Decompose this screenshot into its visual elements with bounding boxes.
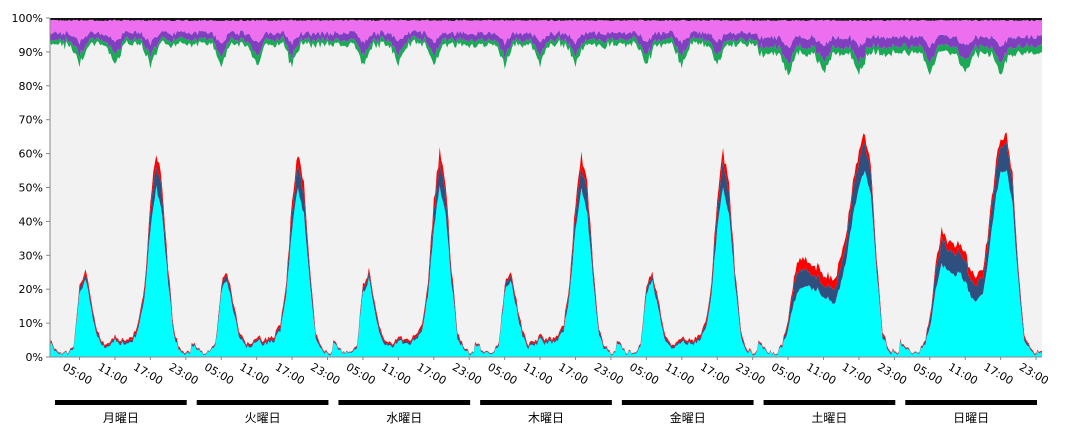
day-label: 金曜日	[670, 410, 706, 425]
x-tick-label: 17:00	[415, 360, 449, 387]
series-green-area	[50, 35, 1042, 76]
day-label: 木曜日	[528, 411, 564, 425]
y-tick-label: 10%	[19, 317, 43, 330]
x-tick-label: 11:00	[96, 360, 130, 387]
day-group-bar	[338, 400, 471, 405]
x-tick-label: 11:00	[237, 360, 271, 387]
series-gray-area	[50, 18, 1042, 357]
x-tick-label: 23:00	[733, 360, 767, 387]
series-magenta-area	[50, 19, 1042, 49]
x-tick-label: 23:00	[450, 360, 484, 387]
x-tick-label: 05:00	[911, 360, 945, 387]
day-label: 日曜日	[953, 411, 989, 425]
y-tick-label: 100%	[12, 12, 43, 25]
y-tick-label: 30%	[19, 249, 43, 262]
x-tick-label: 23:00	[592, 360, 626, 387]
x-tick-label: 05:00	[485, 360, 519, 387]
day-group-bar	[621, 400, 754, 405]
x-tick-label: 05:00	[202, 360, 236, 387]
x-tick-label: 05:00	[60, 360, 94, 387]
x-tick-label: 11:00	[379, 360, 413, 387]
y-tick-label: 20%	[19, 283, 43, 296]
day-group-bar	[905, 400, 1037, 405]
y-tick-label: 40%	[19, 215, 43, 228]
x-tick-label: 23:00	[308, 360, 342, 387]
x-tick-label: 23:00	[1017, 360, 1051, 387]
x-tick-label: 17:00	[981, 360, 1015, 387]
y-tick-label: 90%	[19, 46, 43, 59]
x-tick-label: 05:00	[627, 360, 661, 387]
x-tick-label: 17:00	[131, 360, 165, 387]
day-group-bar	[480, 400, 612, 405]
day-label: 土曜日	[811, 411, 847, 425]
axes	[46, 17, 1042, 405]
x-tick-label: 05:00	[344, 360, 378, 387]
series-black-area	[50, 18, 1042, 21]
x-tick-label: 11:00	[804, 360, 838, 387]
y-tick-label: 50%	[19, 182, 43, 195]
day-group-bar	[55, 400, 187, 405]
x-tick-label: 17:00	[556, 360, 590, 387]
x-tick-label: 11:00	[521, 360, 555, 387]
plot-area	[50, 18, 1042, 357]
x-tick-label: 05:00	[769, 360, 803, 387]
y-tick-label: 0%	[26, 351, 43, 364]
x-tick-label: 23:00	[875, 360, 909, 387]
x-tick-label: 17:00	[840, 360, 874, 387]
y-tick-label: 60%	[19, 148, 43, 161]
day-label: 火曜日	[245, 411, 281, 425]
y-tick-label: 70%	[19, 114, 43, 127]
day-label: 水曜日	[386, 411, 422, 425]
series-cyan-area	[50, 169, 1042, 357]
x-tick-label: 11:00	[663, 360, 697, 387]
x-tick-label: 17:00	[273, 360, 307, 387]
y-tick-label: 80%	[19, 80, 43, 93]
series-purple-area	[50, 29, 1042, 65]
x-tick-label: 11:00	[946, 360, 980, 387]
day-group-bar	[196, 400, 329, 405]
x-tick-label: 23:00	[167, 360, 201, 387]
day-group-bar	[763, 400, 896, 405]
day-label: 月曜日	[103, 411, 139, 425]
x-tick-label: 17:00	[698, 360, 732, 387]
